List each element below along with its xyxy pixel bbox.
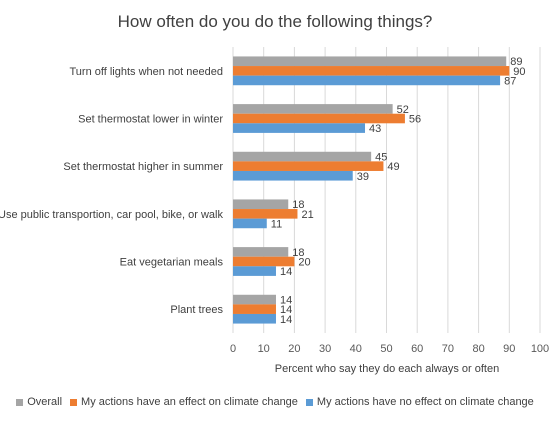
- data-label: 89: [510, 56, 522, 68]
- data-label: 14: [280, 266, 292, 278]
- x-tick-labels: 0 10 20 30 40 50 60 70 80 90 100: [230, 343, 549, 355]
- data-label: 90: [513, 66, 525, 78]
- data-label: 52: [397, 104, 409, 116]
- data-label: 87: [504, 75, 516, 87]
- data-label: 14: [280, 314, 292, 326]
- bar: [233, 256, 295, 267]
- legend-item: My actions have no effect on climate cha…: [305, 396, 534, 408]
- bar: [233, 266, 276, 276]
- x-tick-label: 30: [319, 343, 331, 355]
- data-label: 39: [357, 171, 369, 183]
- bar: [233, 75, 501, 86]
- data-label: 45: [375, 152, 387, 164]
- bar: [233, 151, 372, 162]
- x-tick-label: 90: [503, 343, 515, 355]
- legend-item: Overall: [16, 396, 62, 408]
- x-tick-label: 100: [531, 343, 549, 355]
- data-label: 14: [280, 295, 292, 307]
- data-label: 56: [409, 114, 421, 126]
- category-label: Turn off lights when not needed: [70, 66, 224, 78]
- legend: Overall My actions have an effect on clim…: [0, 396, 550, 408]
- data-label: 21: [301, 209, 313, 221]
- legend-label: My actions have an effect on climate cha…: [81, 396, 298, 408]
- data-label: 20: [298, 257, 310, 269]
- x-tick-label: 20: [288, 343, 300, 355]
- bar: [233, 66, 510, 76]
- x-tick-label: 50: [380, 343, 392, 355]
- bar: [233, 218, 267, 229]
- data-label: 18: [292, 199, 304, 211]
- bars: [233, 56, 510, 324]
- data-label: 14: [280, 304, 292, 316]
- x-tick-label: 0: [230, 343, 236, 355]
- bar: [233, 294, 276, 305]
- chart-title: How often do you do the following things…: [118, 12, 433, 31]
- data-label: 11: [271, 218, 282, 230]
- category-labels: Turn off lights when not needed Set therm…: [0, 66, 223, 316]
- bar: [233, 209, 298, 219]
- bar: [233, 304, 276, 314]
- x-tick-label: 10: [258, 343, 270, 355]
- data-label: 49: [387, 161, 399, 173]
- category-label: Use public transportion, car pool, bike,…: [0, 209, 223, 221]
- legend-label: My actions have no effect on climate cha…: [316, 396, 534, 408]
- bar: [233, 313, 276, 324]
- category-label: Set thermostat lower in winter: [78, 114, 223, 126]
- bar: [233, 123, 366, 133]
- x-tick-label: 60: [411, 343, 423, 355]
- legend-swatch: [70, 398, 78, 406]
- data-label: 43: [369, 123, 381, 135]
- category-label: Set thermostat higher in summer: [63, 161, 223, 173]
- legend-swatch: [16, 398, 24, 406]
- bar: [233, 199, 289, 210]
- x-tick-label: 70: [442, 343, 454, 355]
- legend-label: Overall: [27, 396, 63, 408]
- bar: [233, 170, 353, 181]
- bar: [233, 161, 384, 171]
- legend-swatch: [305, 398, 313, 406]
- bar: [233, 56, 507, 67]
- x-tick-label: 40: [350, 343, 362, 355]
- data-label: 18: [292, 247, 304, 259]
- category-label: Plant trees: [170, 304, 223, 316]
- bar: [233, 247, 289, 257]
- x-tick-label: 80: [472, 343, 484, 355]
- x-axis-title: Percent who say they do each always or o…: [275, 363, 499, 375]
- gridlines: [232, 47, 541, 333]
- category-label: Eat vegetarian meals: [120, 257, 224, 269]
- bar: [233, 113, 405, 124]
- bar: [233, 104, 393, 114]
- legend-item: My actions have an effect on climate cha…: [70, 396, 298, 408]
